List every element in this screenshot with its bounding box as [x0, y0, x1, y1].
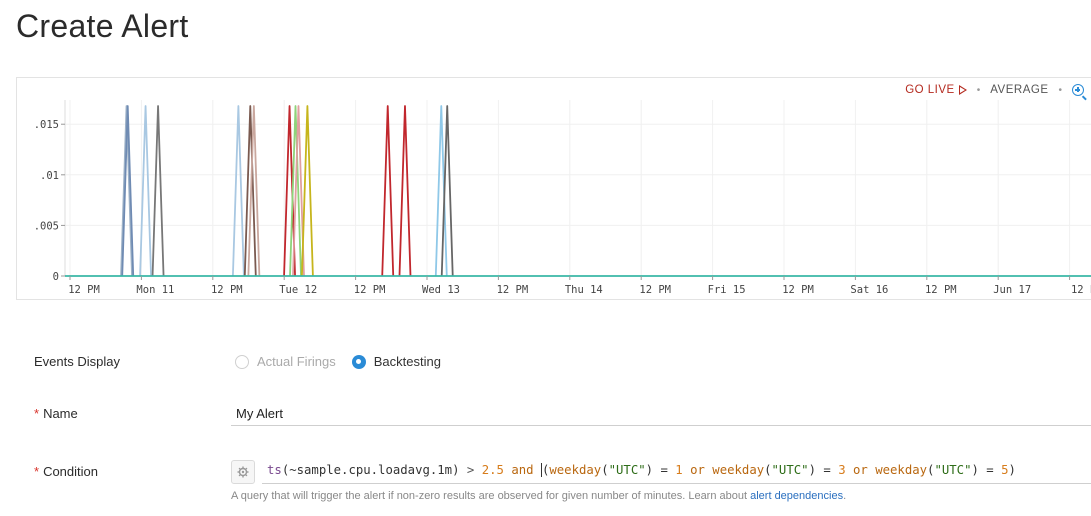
- series-spike: [139, 105, 152, 277]
- query-token: ): [1008, 463, 1016, 477]
- series-spike: [283, 105, 296, 277]
- name-label-text: Name: [43, 406, 78, 421]
- condition-help-text: A query that will trigger the alert if n…: [231, 490, 846, 502]
- query-token: 1: [675, 463, 683, 477]
- series-spike: [292, 105, 305, 277]
- condition-label-text: Condition: [43, 464, 98, 479]
- go-live-button[interactable]: GO LIVE: [905, 84, 967, 96]
- x-tick-label: Tue 12: [279, 284, 317, 296]
- query-token: 3: [838, 463, 846, 477]
- series-spike: [243, 105, 257, 277]
- series-spike: [121, 105, 135, 277]
- condition-label: * Condition: [34, 464, 98, 479]
- radio-actual-firings-label: Actual Firings: [257, 354, 336, 369]
- query-token: >: [459, 463, 482, 477]
- query-token: 5: [1001, 463, 1009, 477]
- x-tick-label: Fri 15: [708, 284, 746, 296]
- y-tick-label: 0: [53, 271, 59, 283]
- required-mark: *: [34, 464, 40, 479]
- series-spike: [381, 105, 395, 277]
- gear-icon: [237, 466, 249, 478]
- series-spike: [440, 105, 454, 277]
- series-spike: [434, 105, 448, 277]
- query-token: (~sample.cpu.loadavg.1m): [281, 463, 460, 477]
- query-token: or: [682, 463, 713, 477]
- query-token: 2.5: [481, 463, 504, 477]
- radio-actual-firings[interactable]: Actual Firings: [235, 354, 336, 369]
- x-tick-label: Wed 13: [422, 284, 460, 296]
- x-tick-label: Jun 17: [993, 284, 1031, 296]
- x-tick-label: 12 PM: [68, 284, 100, 296]
- x-tick-label: 12 PM: [354, 284, 386, 296]
- query-token: (: [764, 463, 772, 477]
- query-token: (: [927, 463, 935, 477]
- x-tick-label: 12 PM: [639, 284, 671, 296]
- x-tick-label: Thu 14: [565, 284, 603, 296]
- x-tick-label: 12 PM: [497, 284, 529, 296]
- toolbar-separator: •: [976, 84, 981, 96]
- query-token: (: [540, 463, 550, 477]
- series-spike: [120, 105, 133, 277]
- x-tick-label: 12 P: [1071, 284, 1091, 296]
- query-settings-button[interactable]: [231, 460, 255, 484]
- name-label: * Name: [34, 406, 78, 421]
- y-tick-label: .015: [34, 119, 59, 131]
- query-token: ) =: [971, 463, 1002, 477]
- query-token: ts: [267, 463, 282, 477]
- zoom-in-icon[interactable]: [1072, 84, 1087, 100]
- query-token: ) =: [808, 463, 839, 477]
- x-tick-label: Sat 16: [850, 284, 888, 296]
- go-live-label: GO LIVE: [905, 84, 955, 96]
- help-text-body: A query that will trigger the alert if n…: [231, 490, 751, 502]
- name-input[interactable]: [231, 402, 1091, 426]
- average-dropdown[interactable]: AVERAGE: [990, 84, 1049, 96]
- x-tick-label: 12 PM: [211, 284, 243, 296]
- query-token: weekday: [549, 463, 602, 477]
- play-icon: [958, 85, 967, 95]
- series-spike: [247, 105, 261, 277]
- query-token: (: [601, 463, 609, 477]
- series-spike: [151, 105, 165, 277]
- radio-backtesting[interactable]: Backtesting: [351, 354, 441, 369]
- radio-selected-icon: [351, 354, 366, 369]
- radio-circle-icon: [235, 354, 249, 369]
- query-token: ) =: [645, 463, 676, 477]
- radio-backtesting-label: Backtesting: [373, 354, 441, 369]
- query-token: "UTC": [771, 463, 809, 477]
- query-token: "UTC": [934, 463, 972, 477]
- query-token: weekday: [712, 463, 765, 477]
- help-text-end: .: [843, 490, 847, 502]
- page-title: Create Alert: [16, 8, 189, 44]
- query-token: and: [503, 463, 541, 477]
- series-spike: [398, 105, 412, 277]
- query-token: "UTC": [608, 463, 646, 477]
- chart-svg: .015 .01 .005 0 12 PM Mon 11 12 PM Tue 12 12 PM W…: [34, 100, 1091, 296]
- query-token: or: [845, 463, 876, 477]
- series-spike: [231, 105, 245, 277]
- events-display-radio-group: Actual Firings Backtesting: [235, 354, 441, 369]
- query-token: weekday: [875, 463, 928, 477]
- x-tick-label: Mon 11: [136, 284, 174, 296]
- series-spike: [301, 105, 314, 277]
- x-tick-label: 12 PM: [925, 284, 957, 296]
- events-display-label: Events Display: [34, 354, 120, 369]
- alert-dependencies-link[interactable]: alert dependencies: [750, 490, 844, 502]
- series-spike: [289, 105, 302, 277]
- x-tick-label: 12 PM: [782, 284, 814, 296]
- chart-toolbar: GO LIVE • AVERAGE •: [905, 82, 1091, 100]
- chart-panel: .015 .01 .005 0 12 PM Mon 11 12 PM Tue 12 12 PM W…: [16, 77, 1091, 300]
- required-mark: *: [34, 406, 40, 421]
- condition-query-editor[interactable]: ts(~sample.cpu.loadavg.1m) > 2.5 and (we…: [262, 460, 1091, 484]
- y-tick-label: .005: [34, 220, 59, 232]
- y-tick-label: .01: [40, 170, 59, 182]
- toolbar-separator: •: [1058, 84, 1062, 96]
